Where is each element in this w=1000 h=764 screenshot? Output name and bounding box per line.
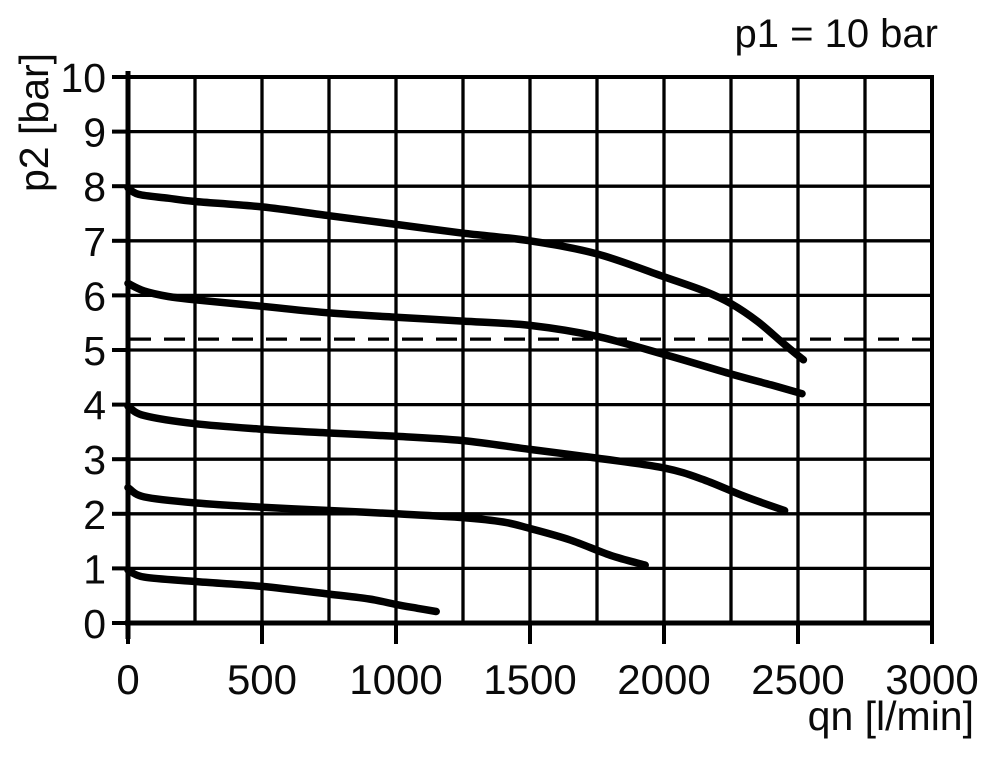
y-tick-label: 1 (83, 546, 106, 592)
pressure-curve-2 (124, 279, 806, 398)
y-tick-label: 10 (60, 55, 106, 101)
y-tick-label: 5 (83, 328, 106, 374)
x-tick-label: 2500 (751, 656, 844, 703)
y-tick-label: 0 (83, 601, 106, 647)
x-axis-label: qn [l/min] (807, 693, 974, 739)
y-tick-label: 2 (83, 492, 106, 538)
y-tick-label: 6 (83, 273, 106, 319)
y-tick-label: 3 (83, 437, 106, 483)
y-tick-label: 9 (83, 110, 106, 156)
pressure-curve-1 (124, 184, 808, 364)
pressure-curve-3 (124, 402, 789, 515)
y-tick-label: 7 (83, 219, 106, 265)
x-tick-label: 500 (227, 656, 297, 703)
y-tick-label: 4 (83, 383, 106, 429)
pressure-curve-4 (124, 483, 649, 569)
x-tick-label: 1000 (349, 656, 442, 703)
x-tick-label: 1500 (483, 656, 576, 703)
chart-title: p1 = 10 bar (734, 12, 939, 56)
x-tick-label: 3000 (885, 656, 978, 703)
x-tick-label: 0 (116, 656, 139, 703)
x-tick-label: 2000 (617, 656, 710, 703)
y-tick-label: 8 (83, 164, 106, 210)
pressure-curve-5 (124, 566, 440, 616)
